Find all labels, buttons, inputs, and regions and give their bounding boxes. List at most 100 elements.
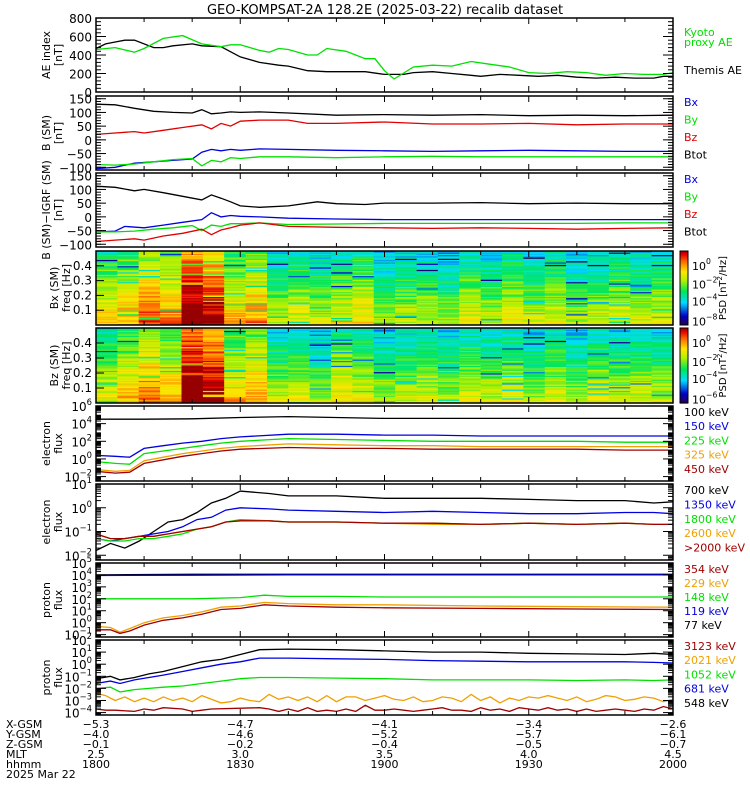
- spectrogram-cell: [416, 265, 439, 268]
- colorbar-segment: [680, 371, 688, 374]
- spectrogram-cell: [523, 290, 546, 293]
- spectrogram-cell: [267, 262, 289, 264]
- spectrogram-cell: [630, 290, 653, 293]
- spectrogram-cell: [138, 300, 161, 302]
- spectrogram-cell: [608, 299, 631, 301]
- spectrogram-cell: [651, 354, 674, 356]
- spectrogram-cell: [459, 389, 482, 391]
- spectrogram-cell: [245, 304, 268, 306]
- series-group: [96, 34, 673, 80]
- spectrogram-cell: [587, 255, 610, 258]
- spectrogram-cell: [181, 264, 204, 267]
- spectrogram-cell: [96, 318, 118, 321]
- spectrogram-cell: [160, 289, 183, 291]
- colorbar-segment: [680, 346, 688, 349]
- spectrogram-cell: [566, 281, 589, 284]
- spectrogram-cell: [502, 302, 524, 305]
- spectrogram-cell: [138, 338, 161, 340]
- spectrogram-cell: [651, 351, 674, 354]
- spectrogram-cell: [416, 310, 439, 312]
- spectrogram-cell: [202, 251, 225, 253]
- spectrogram-cell: [309, 351, 332, 354]
- spectrogram-cell: [395, 267, 418, 269]
- spectrogram-cell: [160, 341, 183, 344]
- y-tick-label: 10−2: [64, 546, 92, 563]
- orbit-value: −0.2: [227, 738, 254, 751]
- spectrogram-cell: [395, 305, 418, 307]
- spectrogram-cell: [267, 346, 289, 349]
- spectrogram-cell: [352, 361, 375, 364]
- spectrogram-cell: [630, 260, 653, 263]
- spectrogram-cell: [160, 275, 183, 278]
- spectrogram-cell: [587, 253, 610, 256]
- spectrogram-cell: [523, 317, 546, 320]
- spectrogram-cell: [608, 255, 631, 258]
- legend-entry: 2021 keV: [684, 654, 736, 667]
- spectrogram-cell: [309, 306, 332, 309]
- spectrogram-cell: [523, 265, 546, 268]
- spectrogram-cell: [96, 310, 118, 312]
- spectrogram-cell: [352, 340, 375, 343]
- spectrogram-cell: [651, 316, 674, 318]
- y-axis-label: B (SM): [40, 115, 53, 151]
- spectrogram-cell: [202, 375, 225, 378]
- spectrogram-cell: [352, 368, 375, 370]
- spectrogram-cell: [544, 398, 567, 400]
- spectrogram-cell: [587, 331, 610, 334]
- series-line-bz: [96, 222, 673, 243]
- spectrogram-cell: [587, 322, 610, 325]
- spectrogram-cell: [459, 291, 482, 294]
- spectrogram-cell: [138, 348, 161, 350]
- spectrogram-cell: [566, 338, 589, 340]
- spectrogram-cell: [630, 364, 653, 366]
- spectrogram-cell: [416, 270, 439, 273]
- spectrogram-cell: [608, 380, 631, 383]
- spectrogram-cell: [395, 334, 418, 336]
- spectrogram-cell: [566, 345, 589, 348]
- spectrogram-cell: [138, 400, 161, 403]
- spectrogram-cell: [502, 358, 524, 360]
- spectrogram-cell: [181, 348, 204, 350]
- spectrogram-cell: [160, 322, 183, 325]
- spectrogram-cell: [437, 267, 460, 269]
- y-tick-label: 105: [71, 554, 92, 571]
- spectrogram-cell: [502, 285, 524, 288]
- spectrogram-cell: [416, 255, 439, 258]
- spectrogram-cell: [630, 383, 653, 385]
- spectrogram-cell: [224, 336, 247, 339]
- spectrogram-cell: [395, 283, 418, 285]
- spectrogram-cell: [651, 283, 674, 285]
- colorbar-segment: [680, 309, 688, 311]
- spectrogram-cell: [138, 369, 161, 371]
- spectrogram-cell: [523, 253, 546, 256]
- spectrogram-cell: [138, 390, 161, 393]
- spectrogram-cell: [587, 297, 610, 300]
- spectrogram-cell: [459, 336, 482, 339]
- spectrogram-cell: [331, 341, 354, 344]
- spectrogram-cell: [331, 262, 354, 264]
- spectrogram-cell: [480, 270, 503, 273]
- spectrogram-cell: [502, 375, 524, 378]
- spectrogram-cell: [608, 275, 631, 278]
- spectrogram-cell: [502, 289, 524, 291]
- spectrogram-cell: [331, 313, 354, 316]
- spectrogram-cell: [373, 259, 396, 262]
- spectrogram-cell: [651, 307, 674, 310]
- spectrogram-cell: [630, 366, 653, 369]
- y-tick-label: 10−3: [64, 691, 92, 708]
- spectrogram-cell: [480, 341, 503, 344]
- spectrogram-cell: [267, 329, 289, 331]
- spectrogram-cell: [181, 355, 204, 358]
- spectrogram-cell: [352, 289, 375, 291]
- spectrogram-cell: [288, 320, 311, 322]
- spectrogram-cell: [224, 356, 247, 359]
- spectrogram-cell: [331, 302, 354, 305]
- spectrogram-cell: [267, 265, 289, 268]
- spectrogram-cell: [267, 333, 289, 335]
- spectrogram-cell: [331, 398, 354, 400]
- spectrogram-cell: [138, 286, 161, 289]
- spectrogram-cell: [480, 309, 503, 311]
- spectrogram-cell: [267, 351, 289, 354]
- spectrogram-cell: [117, 379, 140, 381]
- spectrogram-cell: [181, 294, 204, 296]
